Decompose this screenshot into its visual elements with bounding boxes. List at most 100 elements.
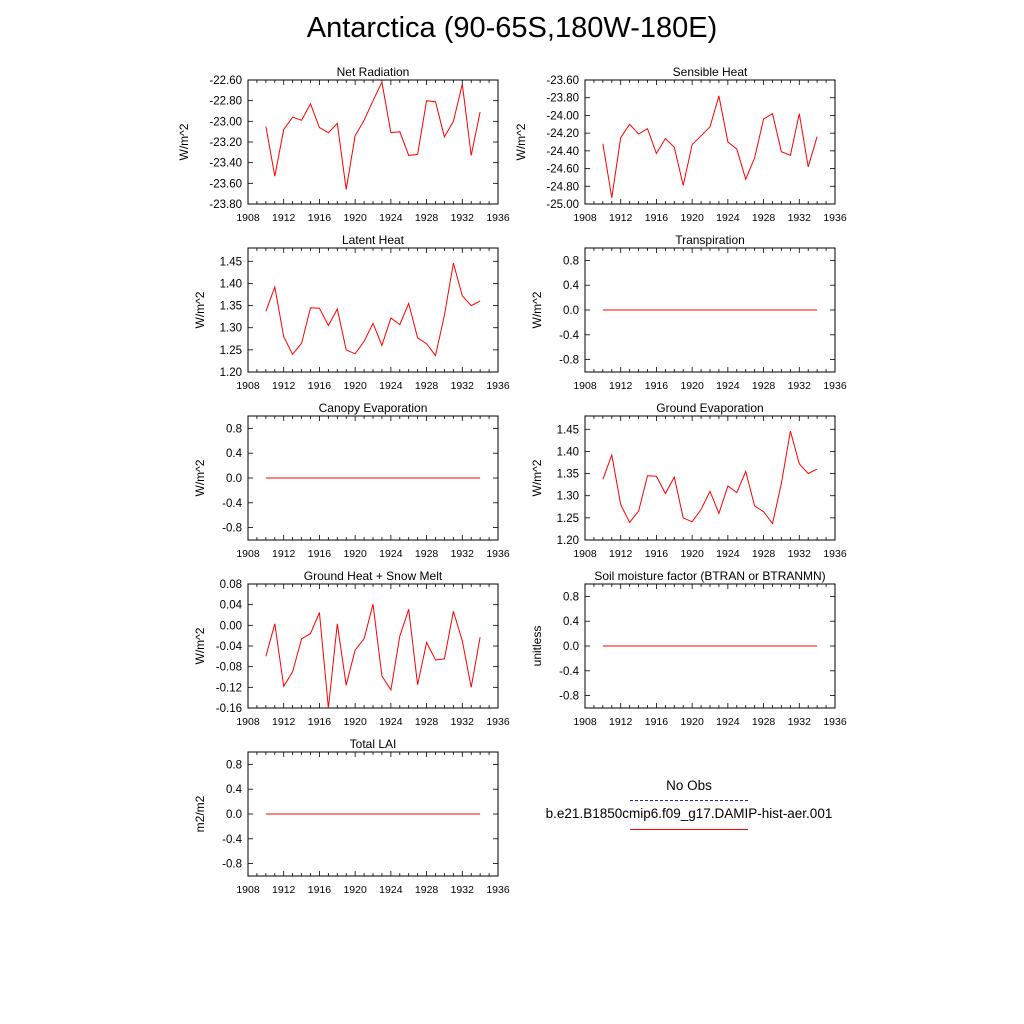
x-tick-label: 1932	[788, 212, 812, 224]
y-tick-label: -0.4	[222, 498, 242, 510]
y-tick-label: -0.12	[216, 682, 242, 694]
x-tick-label: 1936	[486, 884, 510, 896]
y-tick-label: 0.0	[226, 473, 242, 485]
series-line	[602, 95, 818, 198]
x-tick-label: 1908	[573, 716, 597, 728]
y-tick-label: -0.8	[222, 523, 242, 535]
plot-frame	[247, 583, 499, 709]
panel-title: Transpiration	[675, 233, 745, 247]
x-tick-label: 1932	[451, 380, 475, 392]
y-tick-label: 0.0	[563, 641, 579, 653]
x-tick-label: 1936	[823, 212, 847, 224]
series-line	[602, 430, 818, 525]
y-tick-label: 1.25	[557, 513, 579, 525]
x-tick-label: 1912	[272, 212, 296, 224]
y-tick-label: -23.60	[209, 178, 242, 190]
x-tick-label: 1920	[680, 548, 704, 560]
x-tick-label: 1932	[788, 380, 812, 392]
y-tick-label: 0.4	[563, 616, 580, 628]
legend-obs-label: No Obs	[666, 778, 712, 793]
x-tick-label: 1908	[573, 380, 597, 392]
y-tick-label: -24.80	[546, 181, 579, 193]
y-tick-label: -24.40	[546, 146, 579, 158]
x-tick-label: 1936	[823, 716, 847, 728]
x-tick-label: 1908	[236, 548, 260, 560]
legend-model-line	[630, 829, 748, 830]
x-tick-label: 1916	[308, 380, 332, 392]
x-tick-label: 1932	[451, 716, 475, 728]
x-tick-label: 1928	[415, 884, 439, 896]
y-axis-label: W/m^2	[193, 291, 207, 328]
x-tick-label: 1928	[752, 380, 776, 392]
x-tick-label: 1932	[788, 548, 812, 560]
x-tick-label: 1932	[451, 212, 475, 224]
x-tick-label: 1932	[788, 716, 812, 728]
plot-frame	[584, 79, 836, 205]
y-tick-label: 0.4	[226, 784, 243, 796]
x-tick-label: 1916	[308, 548, 332, 560]
plot-frame	[247, 247, 499, 373]
y-tick-label: 0.08	[220, 579, 242, 591]
x-tick-label: 1920	[343, 212, 367, 224]
x-tick-label: 1924	[379, 884, 403, 896]
panel-title: Canopy Evaporation	[319, 401, 428, 415]
x-tick-label: 1916	[645, 212, 669, 224]
y-axis-label: W/m^2	[177, 123, 191, 160]
x-tick-label: 1908	[236, 380, 260, 392]
x-tick-label: 1912	[609, 212, 633, 224]
panel-title: Sensible Heat	[673, 65, 748, 79]
x-tick-label: 1936	[823, 380, 847, 392]
x-tick-label: 1908	[573, 548, 597, 560]
y-tick-label: 1.40	[557, 446, 579, 458]
y-tick-label: -24.20	[546, 128, 579, 140]
y-axis-label: unitless	[530, 626, 544, 667]
legend-model-label: b.e21.B1850cmip6.f09_g17.DAMIP-hist-aer.…	[545, 806, 833, 821]
y-tick-label: -25.00	[546, 199, 579, 211]
y-tick-label: -23.00	[209, 116, 242, 128]
y-tick-label: 1.20	[557, 535, 579, 547]
y-tick-label: 0.4	[563, 280, 580, 292]
x-tick-label: 1924	[716, 716, 740, 728]
y-axis-label: W/m^2	[193, 627, 207, 664]
x-tick-label: 1928	[415, 380, 439, 392]
y-tick-label: 0.0	[563, 305, 579, 317]
x-tick-label: 1928	[752, 548, 776, 560]
y-tick-label: -23.20	[209, 137, 242, 149]
x-tick-label: 1932	[451, 884, 475, 896]
y-tick-label: -0.08	[216, 662, 242, 674]
panel-title: Ground Evaporation	[656, 401, 763, 415]
y-tick-label: -24.00	[546, 110, 579, 122]
x-tick-label: 1916	[645, 716, 669, 728]
x-tick-label: 1920	[343, 380, 367, 392]
series-line	[265, 80, 481, 190]
panel-title: Net Radiation	[337, 65, 410, 79]
y-tick-label: -0.04	[216, 641, 243, 653]
x-tick-label: 1908	[236, 884, 260, 896]
y-tick-label: -23.80	[209, 199, 242, 211]
x-tick-label: 1928	[415, 716, 439, 728]
x-tick-label: 1936	[486, 380, 510, 392]
y-axis-label: W/m^2	[193, 459, 207, 496]
x-tick-label: 1916	[308, 716, 332, 728]
x-tick-label: 1916	[308, 884, 332, 896]
figure-title: Antarctica (90-65S,180W-180E)	[306, 12, 718, 44]
y-tick-label: -0.8	[222, 859, 242, 871]
x-tick-label: 1928	[752, 212, 776, 224]
y-tick-label: 0.00	[220, 620, 242, 632]
x-tick-label: 1908	[573, 212, 597, 224]
x-tick-label: 1936	[823, 548, 847, 560]
y-axis-label: W/m^2	[530, 459, 544, 496]
y-tick-label: 1.45	[557, 424, 579, 436]
y-tick-label: 1.25	[220, 345, 242, 357]
y-tick-label: -0.4	[559, 330, 579, 342]
x-tick-label: 1916	[645, 548, 669, 560]
x-tick-label: 1928	[752, 716, 776, 728]
y-tick-label: 1.40	[220, 278, 242, 290]
y-tick-label: 0.8	[226, 759, 242, 771]
x-tick-label: 1912	[272, 716, 296, 728]
y-tick-label: 1.30	[557, 491, 579, 503]
x-tick-label: 1936	[486, 716, 510, 728]
y-tick-label: -23.80	[546, 93, 579, 105]
y-tick-label: 0.8	[226, 423, 242, 435]
